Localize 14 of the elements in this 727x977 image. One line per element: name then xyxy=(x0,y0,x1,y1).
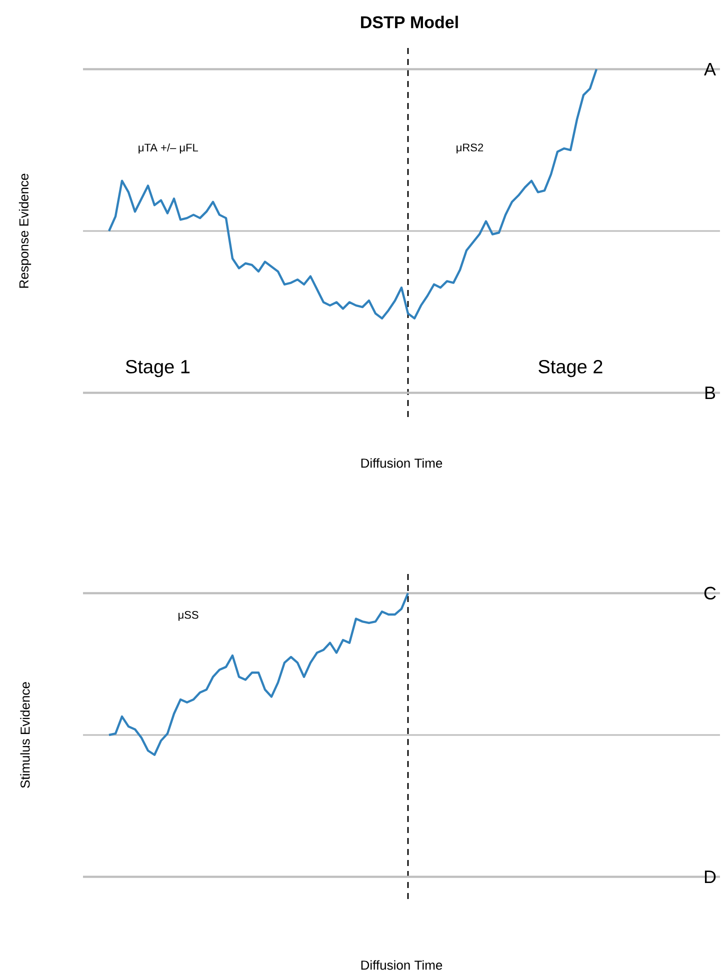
ref-line-label: A xyxy=(704,62,716,76)
annotation: μTA +/– μFL xyxy=(138,143,198,154)
y-axis-title: Stimulus Evidence xyxy=(20,682,30,788)
x-axis-title: Diffusion Time xyxy=(361,960,442,970)
annotation: μSS xyxy=(178,610,198,621)
text: Stage 2 xyxy=(538,360,602,378)
text: Stage 1 xyxy=(126,360,190,378)
ref-line-label: D xyxy=(704,870,716,884)
y-axis-title: Response Evidence xyxy=(18,174,32,288)
chart-title: DSTP Model xyxy=(361,16,458,28)
annotation: μRS2 xyxy=(456,144,484,154)
x-axis-title: Diffusion Time xyxy=(361,458,442,468)
ref-line-label: B xyxy=(705,386,716,400)
ref-line-label: C xyxy=(704,586,716,600)
